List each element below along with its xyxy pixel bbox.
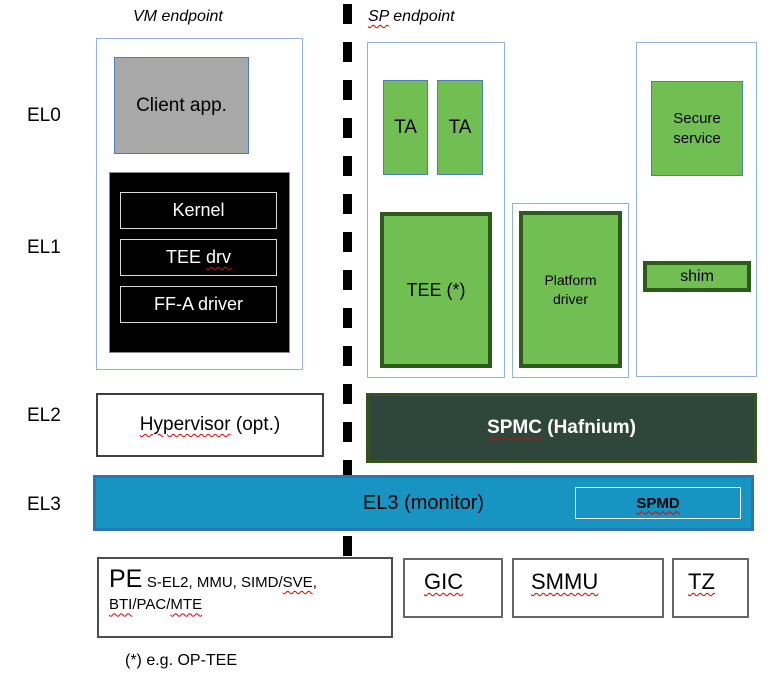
client-app-box: Client app. <box>114 57 249 154</box>
platform-driver-label: Platform driver <box>544 271 597 307</box>
hypervisor-box: Hypervisor (opt.) <box>96 393 324 457</box>
sp-endpoint-title: SP endpoint <box>368 8 455 26</box>
el3-monitor-label: EL3 (monitor) <box>96 478 751 528</box>
pe-features: S-EL2, MMU, SIMD/SVE, BTI/PAC/MTE <box>109 574 317 613</box>
smmu-box: SMMU <box>512 558 664 618</box>
tee-box: TEE (*) <box>380 212 492 368</box>
spmc-rest: (Hafnium) <box>541 417 636 438</box>
hypervisor-label: Hypervisor (opt.) <box>140 414 280 436</box>
ta1-label: TA <box>394 116 417 138</box>
el3-label: EL3 <box>27 494 61 515</box>
shim-label: shim <box>680 267 714 285</box>
pe-title: PE <box>109 565 143 593</box>
gic-label: GIC <box>424 569 464 594</box>
hypervisor-word: Hypervisor <box>139 414 231 435</box>
sp-endpoint-title-rest: endpoint <box>388 8 455 25</box>
platform-driver-box: Platform driver <box>519 211 622 368</box>
kernel-label: Kernel <box>172 200 225 220</box>
ta2-label: TA <box>448 116 472 138</box>
ffa-driver-box: FF-A driver <box>120 286 277 323</box>
hypervisor-rest: (opt.) <box>230 414 281 435</box>
client-app-label: Client app. <box>136 94 227 116</box>
secure-service-label: Secure service <box>673 110 721 147</box>
ffa-driver-label: FF-A driver <box>153 294 243 314</box>
ta1-box: TA <box>383 80 428 175</box>
pe-feature-part1: S-EL2, MMU, SIMD/ <box>146 574 283 591</box>
tee-drv-word: drv <box>206 247 232 267</box>
kernel-box: Kernel <box>120 192 277 229</box>
kernel-stack-box: Kernel TEE drv FF-A driver <box>109 172 290 353</box>
tee-label: TEE (*) <box>406 279 466 300</box>
vm-endpoint-title-text: VM endpoint <box>133 8 223 25</box>
footnote: (*) e.g. OP-TEE <box>125 652 238 669</box>
ta2-box: TA <box>437 80 483 175</box>
tee-drv-label: TEE drv <box>166 247 231 268</box>
pe-feature-part2: , <box>312 574 317 591</box>
el0-label: EL0 <box>27 105 61 126</box>
tee-drv-prefix: TEE <box>165 247 206 267</box>
el2-label: EL2 <box>27 405 61 426</box>
spmc-label: SPMC (Hafnium) <box>487 417 636 439</box>
gic-box: GIC <box>403 558 503 618</box>
el3-monitor-bar: EL3 (monitor) SPMD <box>93 475 754 531</box>
vm-endpoint-title: VM endpoint <box>133 8 223 26</box>
spmd-label: SPMD <box>636 494 680 512</box>
tz-label: TZ <box>688 569 715 594</box>
pe-feature-mte: MTE <box>170 596 203 614</box>
pe-feature-part3: /PAC/ <box>132 596 171 614</box>
el3-monitor-label-text: EL3 (monitor) <box>362 491 485 514</box>
shim-box: shim <box>643 261 751 292</box>
tz-box: TZ <box>672 558 749 618</box>
endpoint-separator-dashed-line <box>343 4 352 556</box>
pe-box: PE S-EL2, MMU, SIMD/SVE, BTI/PAC/MTE <box>97 557 393 638</box>
pe-feature-sve: SVE <box>282 574 313 591</box>
spmc-word: SPMC <box>487 417 542 438</box>
secure-service-box: Secure service <box>651 81 743 176</box>
tee-drv-box: TEE drv <box>120 239 277 276</box>
spmd-box: SPMD <box>575 487 741 519</box>
pe-feature-bti: BTI <box>109 596 133 614</box>
spmc-box: SPMC (Hafnium) <box>366 393 757 463</box>
smmu-label: SMMU <box>531 569 599 594</box>
sp-endpoint-title-word: SP <box>368 8 389 25</box>
el1-label: EL1 <box>27 237 61 258</box>
